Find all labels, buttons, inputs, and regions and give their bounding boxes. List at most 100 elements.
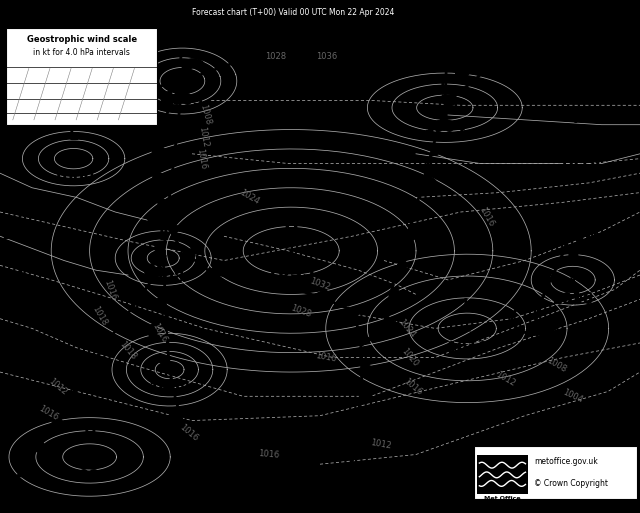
- Text: 1012: 1012: [494, 370, 517, 388]
- Polygon shape: [136, 291, 152, 302]
- Text: L: L: [177, 50, 188, 66]
- Polygon shape: [17, 466, 33, 477]
- Polygon shape: [51, 416, 65, 427]
- Polygon shape: [442, 95, 456, 105]
- Bar: [6, 28, 157, 125]
- Text: © Crown Copyright: © Crown Copyright: [534, 479, 609, 488]
- Text: H: H: [573, 111, 586, 126]
- Text: 1016: 1016: [151, 322, 169, 345]
- Text: 1033: 1033: [266, 263, 316, 281]
- Polygon shape: [154, 295, 166, 306]
- Polygon shape: [168, 408, 182, 420]
- Polygon shape: [414, 201, 428, 213]
- Wedge shape: [145, 264, 155, 278]
- Wedge shape: [268, 36, 291, 47]
- Polygon shape: [383, 315, 397, 327]
- Polygon shape: [95, 99, 108, 109]
- Text: 1016: 1016: [477, 205, 495, 228]
- Polygon shape: [162, 115, 177, 127]
- Text: L: L: [440, 77, 450, 92]
- Text: Geostrophic wind scale: Geostrophic wind scale: [26, 35, 137, 44]
- Polygon shape: [180, 437, 196, 448]
- Text: 1020: 1020: [68, 469, 111, 484]
- Polygon shape: [157, 198, 172, 210]
- Polygon shape: [157, 355, 170, 366]
- Polygon shape: [100, 340, 116, 351]
- Text: L: L: [17, 184, 28, 199]
- Wedge shape: [147, 324, 157, 338]
- Text: 1016: 1016: [316, 351, 337, 364]
- Polygon shape: [480, 42, 493, 53]
- Text: 1016: 1016: [558, 154, 600, 169]
- Text: 1020: 1020: [399, 347, 420, 368]
- Text: Forecast chart (T+00) Valid 00 UTC Mon 22 Apr 2024: Forecast chart (T+00) Valid 00 UTC Mon 2…: [192, 8, 394, 17]
- Text: 1010: 1010: [446, 341, 488, 356]
- Text: 1003: 1003: [1, 307, 44, 322]
- Text: 1024: 1024: [396, 318, 417, 339]
- Polygon shape: [221, 490, 236, 501]
- Wedge shape: [62, 116, 82, 128]
- Polygon shape: [166, 225, 182, 236]
- Polygon shape: [422, 172, 436, 185]
- Wedge shape: [225, 45, 248, 56]
- Text: L: L: [164, 339, 175, 354]
- Text: 1018: 1018: [118, 339, 138, 361]
- Text: H: H: [83, 426, 96, 441]
- Polygon shape: [67, 390, 82, 402]
- Text: 1012: 1012: [370, 439, 392, 451]
- Wedge shape: [314, 30, 337, 40]
- Polygon shape: [348, 307, 363, 319]
- Polygon shape: [389, 286, 403, 299]
- Bar: [474, 446, 637, 499]
- Polygon shape: [242, 273, 258, 284]
- Text: 1016: 1016: [258, 449, 280, 460]
- Polygon shape: [360, 390, 373, 403]
- Text: L: L: [158, 228, 168, 243]
- Text: 1010: 1010: [555, 229, 597, 244]
- Polygon shape: [29, 124, 42, 134]
- Text: 1016: 1016: [178, 422, 200, 443]
- Polygon shape: [154, 170, 166, 182]
- Text: 1016: 1016: [402, 377, 424, 397]
- Wedge shape: [182, 58, 204, 71]
- Text: L: L: [571, 186, 581, 201]
- Polygon shape: [152, 243, 164, 255]
- Polygon shape: [173, 88, 188, 100]
- Text: H: H: [563, 48, 576, 63]
- Text: 1004: 1004: [561, 388, 584, 405]
- Text: 1008: 1008: [198, 104, 212, 126]
- Text: 1008: 1008: [142, 270, 184, 285]
- Text: L: L: [462, 298, 472, 313]
- Wedge shape: [161, 91, 172, 106]
- Polygon shape: [430, 144, 444, 156]
- Text: in kt for 4.0 hPa intervals: in kt for 4.0 hPa intervals: [33, 48, 130, 57]
- Wedge shape: [129, 97, 149, 107]
- Wedge shape: [456, 64, 465, 79]
- Polygon shape: [198, 464, 213, 475]
- Polygon shape: [0, 490, 13, 501]
- Polygon shape: [84, 365, 99, 377]
- Polygon shape: [406, 229, 419, 242]
- Text: L: L: [68, 128, 79, 143]
- Text: metoffice.gov.uk: metoffice.gov.uk: [534, 457, 598, 466]
- Text: H: H: [284, 218, 299, 235]
- Wedge shape: [155, 151, 165, 166]
- Polygon shape: [445, 97, 456, 109]
- Text: H: H: [566, 249, 579, 264]
- Polygon shape: [159, 183, 171, 195]
- Text: 1008: 1008: [148, 382, 191, 397]
- Polygon shape: [164, 82, 179, 92]
- Text: 1016: 1016: [102, 278, 118, 301]
- Wedge shape: [461, 64, 477, 77]
- Wedge shape: [148, 211, 158, 226]
- Wedge shape: [408, 33, 430, 45]
- Text: 1012: 1012: [197, 126, 210, 148]
- Wedge shape: [454, 29, 472, 38]
- Text: 1016: 1016: [552, 292, 594, 307]
- Text: 1032: 1032: [308, 277, 332, 292]
- Polygon shape: [160, 378, 174, 391]
- Polygon shape: [447, 34, 459, 46]
- Text: 1012: 1012: [47, 377, 68, 397]
- Polygon shape: [356, 418, 370, 430]
- Text: 1004: 1004: [424, 120, 466, 135]
